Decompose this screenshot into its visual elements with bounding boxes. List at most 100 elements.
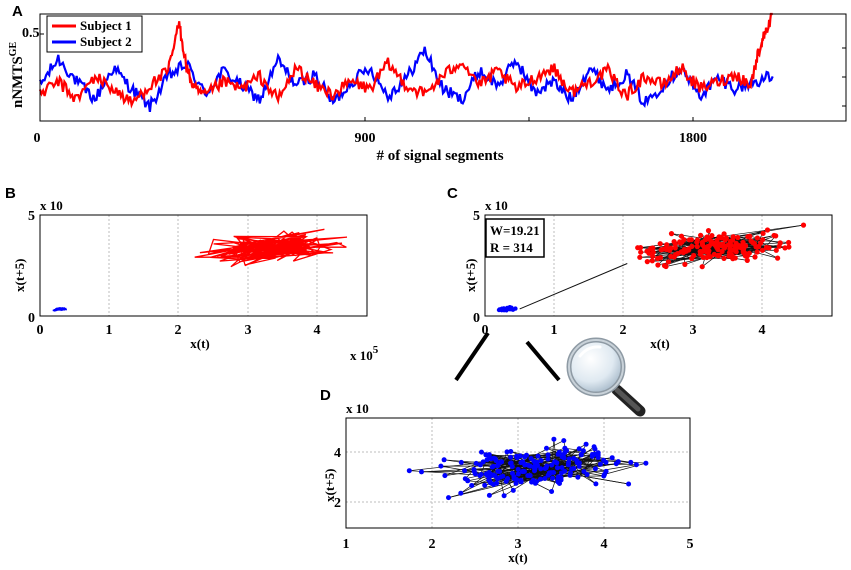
node-subject-2 bbox=[603, 468, 609, 474]
node-subject-1 bbox=[637, 254, 643, 260]
panel-b: B 0 1 2 3 4 0 5 x 10 x(t) x(t+5) x 105 bbox=[5, 185, 379, 363]
node-subject-1 bbox=[764, 227, 771, 233]
node-subject-2 bbox=[566, 456, 572, 462]
node-subject-1 bbox=[644, 259, 650, 265]
panel-c-ytick-label: 5 bbox=[473, 209, 480, 224]
panel-c-xtick-label: 3 bbox=[690, 323, 697, 338]
node-subject-2 bbox=[633, 462, 639, 468]
node-subject-2 bbox=[595, 452, 601, 458]
node-subject-2 bbox=[552, 459, 558, 465]
panel-a-ylabel-text: nNMTS bbox=[10, 56, 26, 108]
node-subject-2 bbox=[471, 468, 477, 474]
panel-b-x-exponent-power: 5 bbox=[373, 344, 379, 356]
node-subject-1 bbox=[648, 246, 654, 252]
node-subject-2 bbox=[518, 460, 524, 466]
node-subject-1 bbox=[689, 255, 695, 262]
node-subject-1 bbox=[782, 245, 788, 251]
node-subject-1 bbox=[709, 233, 715, 239]
panel-b-xtick-label: 2 bbox=[175, 323, 182, 338]
node-subject-2 bbox=[504, 449, 510, 455]
node-subject-1 bbox=[644, 248, 650, 254]
panel-a-ylabel-sup: GE bbox=[8, 42, 19, 57]
node-subject-2 bbox=[501, 306, 507, 311]
node-subject-1 bbox=[694, 244, 700, 250]
panel-c: C W=19.21 R = 314 0 1 2 3 4 0 5 x 10 x(t… bbox=[447, 185, 833, 351]
node-subject-2 bbox=[517, 453, 523, 459]
panel-b-frame bbox=[39, 214, 368, 317]
edge bbox=[682, 224, 804, 243]
node-subject-2 bbox=[643, 460, 649, 466]
node-subject-2 bbox=[556, 474, 561, 480]
node-subject-1 bbox=[697, 248, 703, 255]
node-subject-2 bbox=[550, 475, 556, 481]
node-subject-2 bbox=[438, 463, 444, 469]
node-subject-2 bbox=[518, 477, 524, 483]
panel-c-ylabel: x(t+5) bbox=[463, 259, 478, 292]
node-subject-2 bbox=[505, 476, 511, 481]
node-subject-1 bbox=[754, 235, 761, 241]
node-subject-1 bbox=[706, 243, 712, 249]
node-subject-2 bbox=[494, 480, 500, 486]
panel-c-xtick-label: 4 bbox=[759, 323, 766, 338]
node-subject-1 bbox=[694, 237, 701, 243]
node-subject-1 bbox=[712, 242, 719, 249]
node-subject-2 bbox=[442, 473, 448, 479]
node-subject-2 bbox=[583, 441, 589, 447]
panel-c-annotation-box bbox=[485, 218, 545, 258]
series-line-subject-1 bbox=[38, 12, 773, 109]
node-subject-1 bbox=[722, 237, 728, 243]
node-subject-2 bbox=[525, 473, 531, 479]
panel-a-xtick-label: 0 bbox=[34, 131, 41, 146]
node-subject-2 bbox=[499, 459, 505, 465]
panel-c-series-layer bbox=[496, 222, 807, 313]
node-subject-2 bbox=[508, 454, 514, 460]
panel-a-xtick-label: 1800 bbox=[679, 131, 707, 146]
node-subject-1 bbox=[721, 231, 727, 237]
node-subject-2 bbox=[406, 468, 412, 474]
panel-c-ytick-label: 0 bbox=[473, 311, 480, 326]
node-subject-2 bbox=[510, 487, 516, 493]
node-subject-2 bbox=[565, 462, 571, 468]
node-subject-1 bbox=[773, 247, 779, 253]
panel-b-ytick-label: 0 bbox=[28, 311, 35, 326]
node-subject-1 bbox=[728, 242, 735, 248]
node-subject-2 bbox=[510, 307, 516, 312]
node-subject-2 bbox=[559, 470, 564, 476]
panel-d-xtick-label: 5 bbox=[687, 537, 694, 552]
node-subject-1 bbox=[744, 257, 750, 263]
node-subject-1 bbox=[665, 259, 672, 265]
node-subject-1 bbox=[730, 234, 736, 240]
node-subject-2 bbox=[458, 459, 464, 465]
node-subject-2 bbox=[575, 474, 581, 480]
edge bbox=[546, 447, 599, 456]
node-subject-1 bbox=[704, 247, 710, 253]
panel-a-frame bbox=[39, 13, 847, 122]
node-subject-1 bbox=[719, 248, 725, 255]
node-subject-1 bbox=[777, 240, 783, 246]
node-subject-2 bbox=[556, 449, 562, 455]
node-subject-2 bbox=[488, 456, 494, 462]
node-subject-2 bbox=[477, 462, 483, 468]
trajectory-subject-2 bbox=[52, 306, 67, 312]
edge bbox=[489, 450, 567, 496]
edge bbox=[604, 462, 646, 475]
panel-c-xlabel: x(t) bbox=[650, 336, 670, 351]
node-subject-2 bbox=[495, 462, 501, 468]
node-subject-2 bbox=[492, 473, 498, 479]
node-subject-1 bbox=[649, 258, 655, 264]
panel-d-xlabel: x(t) bbox=[508, 550, 528, 565]
node-subject-2 bbox=[545, 452, 551, 458]
node-subject-1 bbox=[650, 253, 656, 259]
node-subject-2 bbox=[551, 436, 557, 442]
node-subject-2 bbox=[561, 438, 567, 444]
edge bbox=[571, 468, 597, 485]
node-subject-1 bbox=[742, 253, 749, 259]
node-subject-1 bbox=[668, 253, 674, 259]
panel-b-series-layer bbox=[52, 228, 348, 312]
node-subject-2 bbox=[482, 482, 488, 488]
node-subject-2 bbox=[520, 468, 526, 474]
node-subject-2 bbox=[469, 483, 475, 488]
edge bbox=[528, 454, 595, 466]
panel-d-ylabel: x(t+5) bbox=[322, 469, 337, 502]
